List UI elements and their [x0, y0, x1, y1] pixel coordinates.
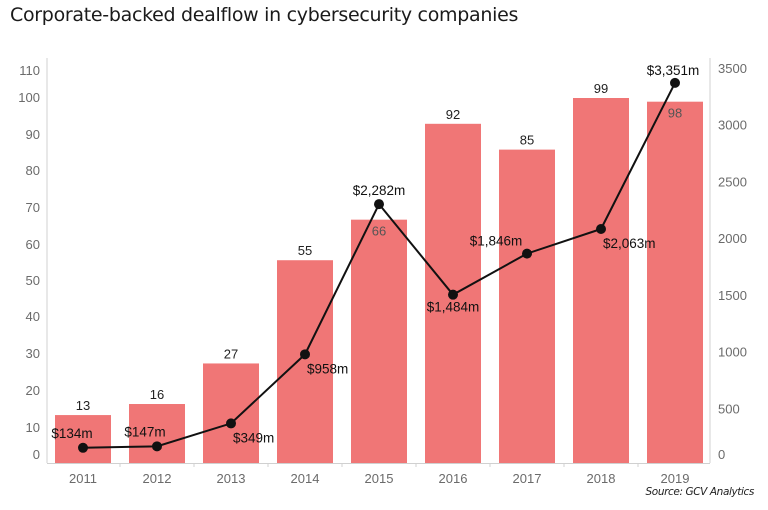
bar-value-label: 27 — [224, 346, 238, 361]
right-tick-label: 500 — [718, 401, 740, 416]
capital-point-2019 — [670, 77, 680, 88]
axes: 0 10 20 30 40 50 60 70 80 90 100 110 0 500 1000 1500 200… — [18, 58, 747, 486]
left-tick-label: 40 — [26, 309, 40, 324]
left-tick-label: 80 — [26, 163, 40, 178]
bar-2015 — [351, 219, 407, 463]
bar-2013 — [203, 363, 259, 463]
left-tick-label: 90 — [26, 127, 40, 142]
capital-value-label: $958m — [307, 361, 348, 376]
x-tick-label: 2016 — [439, 471, 468, 486]
capital-value-label: $1,846m — [470, 234, 523, 249]
capital-point-2011 — [78, 442, 88, 453]
right-tick-label: 2500 — [718, 174, 747, 189]
x-tick-label: 2015 — [365, 471, 394, 486]
capital-point-2018 — [596, 223, 606, 234]
capital-value-label: $2,063m — [603, 236, 656, 251]
capital-line — [78, 77, 680, 453]
left-tick-label: 100 — [18, 90, 40, 105]
bar-2017 — [499, 149, 555, 464]
x-tick-label: 2013 — [217, 471, 246, 486]
bar-value-label: 55 — [298, 243, 312, 258]
x-tick-label: 2017 — [513, 471, 542, 486]
right-tick-label: 1000 — [718, 345, 747, 360]
capital-value-label: $2,282m — [353, 183, 406, 198]
left-tick-label: 70 — [26, 200, 40, 215]
left-tick-label: 110 — [19, 63, 40, 78]
left-tick-label: 30 — [26, 346, 40, 361]
bar-value-label: 85 — [520, 133, 534, 148]
x-tick-label: 2011 — [69, 471, 97, 486]
capital-value-label: $349m — [233, 430, 274, 445]
right-tick-label: 2000 — [718, 231, 747, 246]
left-tick-label: 0 — [33, 447, 40, 462]
capital-point-2015 — [374, 199, 384, 210]
capital-point-2012 — [152, 441, 162, 452]
x-tick-label: 2018 — [587, 471, 616, 486]
capital-point-2017 — [522, 248, 532, 259]
left-tick-label: 10 — [26, 420, 40, 435]
bar-2019 — [647, 101, 703, 464]
bar-value-label: 16 — [150, 387, 164, 402]
bar-2011 — [55, 415, 111, 463]
data-labels: 13 16 27 55 66 92 85 99 98 $134m $147m $349m $958m $2… — [51, 63, 699, 446]
bar-2014 — [277, 260, 333, 463]
bar-value-label: 99 — [594, 81, 608, 96]
bar-value-label: 66 — [372, 224, 386, 239]
capital-value-label: $1,484m — [427, 300, 480, 315]
bar-2012 — [129, 404, 185, 463]
capital-value-label: $3,351m — [647, 63, 700, 78]
right-tick-label: 0 — [718, 447, 725, 462]
capital-point-2014 — [300, 349, 310, 360]
bar-value-label: 92 — [446, 107, 460, 122]
left-tick-label: 60 — [26, 237, 40, 252]
bar-2018 — [573, 98, 629, 463]
bar-value-label: 13 — [76, 398, 90, 413]
chart-title: Corporate-backed dealflow in cybersecuri… — [10, 4, 519, 26]
right-tick-label: 3000 — [718, 118, 747, 133]
bar-value-label: 98 — [668, 106, 682, 121]
right-tick-label: 3500 — [718, 61, 747, 76]
capital-value-label: $134m — [51, 426, 92, 441]
capital-value-label: $147m — [124, 424, 165, 439]
source-note: Source: GCV Analytics — [645, 486, 755, 498]
bars — [55, 98, 703, 464]
x-tick-label: 2019 — [661, 471, 690, 486]
left-tick-label: 50 — [26, 273, 40, 288]
left-tick-label: 20 — [26, 383, 40, 398]
x-tick-label: 2012 — [143, 471, 172, 486]
right-tick-label: 1500 — [718, 288, 747, 303]
capital-point-2013 — [226, 418, 236, 429]
capital-point-2016 — [448, 289, 458, 300]
x-tick-label: 2014 — [291, 471, 320, 486]
